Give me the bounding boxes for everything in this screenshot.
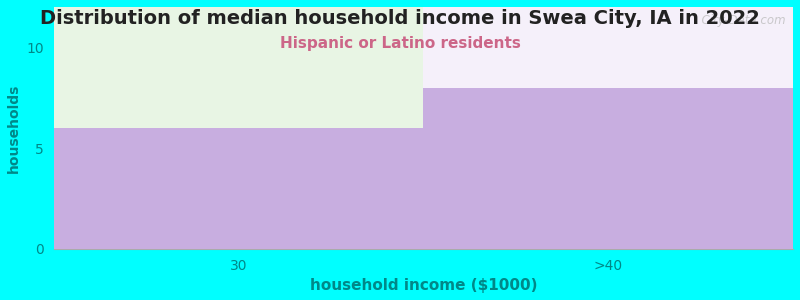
- Y-axis label: households: households: [7, 83, 21, 172]
- Bar: [54, 128, 423, 249]
- Bar: [423, 88, 793, 249]
- Bar: [54, 7, 423, 128]
- X-axis label: household income ($1000): household income ($1000): [310, 278, 538, 293]
- Bar: [423, 7, 793, 88]
- Text: Distribution of median household income in Swea City, IA in 2022: Distribution of median household income …: [40, 9, 760, 28]
- Text: Hispanic or Latino residents: Hispanic or Latino residents: [279, 36, 521, 51]
- Text: City-Data.com: City-Data.com: [694, 14, 786, 27]
